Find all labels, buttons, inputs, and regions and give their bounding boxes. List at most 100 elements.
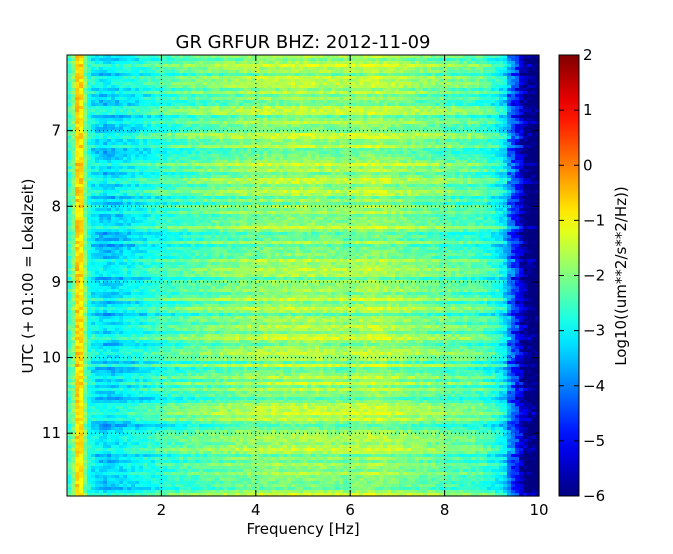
heatmap-cell: [467, 73, 472, 77]
heatmap-cell: [375, 127, 380, 131]
heatmap-cell: [119, 118, 124, 122]
heatmap-cell: [91, 82, 96, 86]
heatmap-cell: [379, 61, 384, 65]
heatmap-cell: [167, 70, 172, 74]
heatmap-cell: [191, 61, 196, 65]
heatmap-cell: [535, 112, 540, 116]
heatmap-cell: [511, 100, 516, 104]
heatmap-cell: [255, 79, 260, 83]
heatmap-cell: [515, 112, 520, 116]
heatmap-cell: [371, 127, 376, 131]
heatmap-cell: [175, 94, 180, 98]
heatmap-cell: [403, 55, 408, 59]
heatmap-cell: [331, 85, 336, 89]
heatmap-cell: [139, 61, 144, 65]
heatmap-cell: [395, 124, 400, 128]
heatmap-cell: [215, 121, 220, 125]
heatmap-cell: [87, 61, 92, 65]
heatmap-cell: [135, 130, 140, 134]
heatmap-cell: [419, 91, 424, 95]
heatmap-cell: [311, 121, 316, 125]
heatmap-cell: [427, 103, 432, 107]
heatmap-cell: [507, 76, 512, 80]
heatmap-cell: [519, 127, 524, 131]
heatmap-cell: [435, 109, 440, 113]
heatmap-cell: [447, 64, 452, 68]
heatmap-cell: [303, 97, 308, 101]
heatmap-cell: [155, 109, 160, 113]
heatmap-cell: [255, 109, 260, 113]
heatmap-cell: [247, 94, 252, 98]
heatmap-cell: [283, 70, 288, 74]
heatmap-cell: [259, 109, 264, 113]
heatmap-cell: [403, 58, 408, 62]
heatmap-cell: [163, 58, 168, 62]
heatmap-cell: [119, 121, 124, 125]
heatmap-cell: [519, 79, 524, 83]
heatmap-cell: [263, 88, 268, 92]
heatmap-cell: [515, 97, 520, 101]
heatmap-cell: [239, 82, 244, 86]
heatmap-cell: [419, 118, 424, 122]
heatmap-cell: [299, 73, 304, 77]
heatmap-cell: [155, 118, 160, 122]
heatmap-cell: [463, 70, 468, 74]
heatmap-cell: [307, 58, 312, 62]
heatmap-cell: [167, 130, 172, 134]
heatmap-cell: [455, 103, 460, 107]
heatmap-cell: [227, 94, 232, 98]
heatmap-cell: [235, 118, 240, 122]
heatmap-cell: [263, 67, 268, 71]
heatmap-cell: [103, 91, 108, 95]
heatmap-cell: [435, 121, 440, 125]
heatmap-cell: [195, 58, 200, 62]
heatmap-cell: [347, 97, 352, 101]
heatmap-cell: [263, 64, 268, 68]
heatmap-cell: [527, 106, 532, 110]
heatmap-cell: [503, 127, 508, 131]
heatmap-cell: [199, 127, 204, 131]
heatmap-cell: [303, 76, 308, 80]
heatmap-cell: [79, 109, 84, 113]
heatmap-cell: [511, 115, 516, 119]
heatmap-cell: [339, 121, 344, 125]
heatmap-cell: [403, 85, 408, 89]
heatmap-cell: [463, 61, 468, 65]
heatmap-cell: [219, 82, 224, 86]
heatmap-cell: [87, 55, 92, 59]
heatmap-cell: [191, 73, 196, 77]
heatmap-cell: [267, 64, 272, 68]
heatmap-cell: [91, 61, 96, 65]
heatmap-cell: [159, 67, 164, 71]
heatmap-cell: [439, 97, 444, 101]
heatmap-cell: [511, 79, 516, 83]
heatmap-cell: [471, 124, 476, 128]
heatmap-cell: [523, 121, 528, 125]
heatmap-cell: [391, 112, 396, 116]
heatmap-cell: [131, 67, 136, 71]
heatmap-cell: [235, 106, 240, 110]
heatmap-cell: [287, 55, 292, 59]
heatmap-cell: [139, 79, 144, 83]
heatmap-cell: [215, 115, 220, 119]
heatmap-cell: [67, 112, 72, 116]
heatmap-cell: [247, 55, 252, 59]
heatmap-cell: [459, 67, 464, 71]
heatmap-cell: [111, 97, 116, 101]
heatmap-cell: [187, 79, 192, 83]
heatmap-cell: [411, 106, 416, 110]
heatmap-cell: [335, 79, 340, 83]
heatmap-cell: [331, 115, 336, 119]
heatmap-cell: [527, 112, 532, 116]
heatmap-cell: [491, 85, 496, 89]
heatmap-cell: [359, 127, 364, 131]
heatmap-cell: [347, 121, 352, 125]
heatmap-cell: [415, 85, 420, 89]
heatmap-cell: [175, 85, 180, 89]
heatmap-cell: [119, 100, 124, 104]
heatmap-cell: [171, 82, 176, 86]
heatmap-cell: [107, 112, 112, 116]
heatmap-cell: [523, 133, 528, 137]
heatmap-cell: [95, 67, 100, 71]
